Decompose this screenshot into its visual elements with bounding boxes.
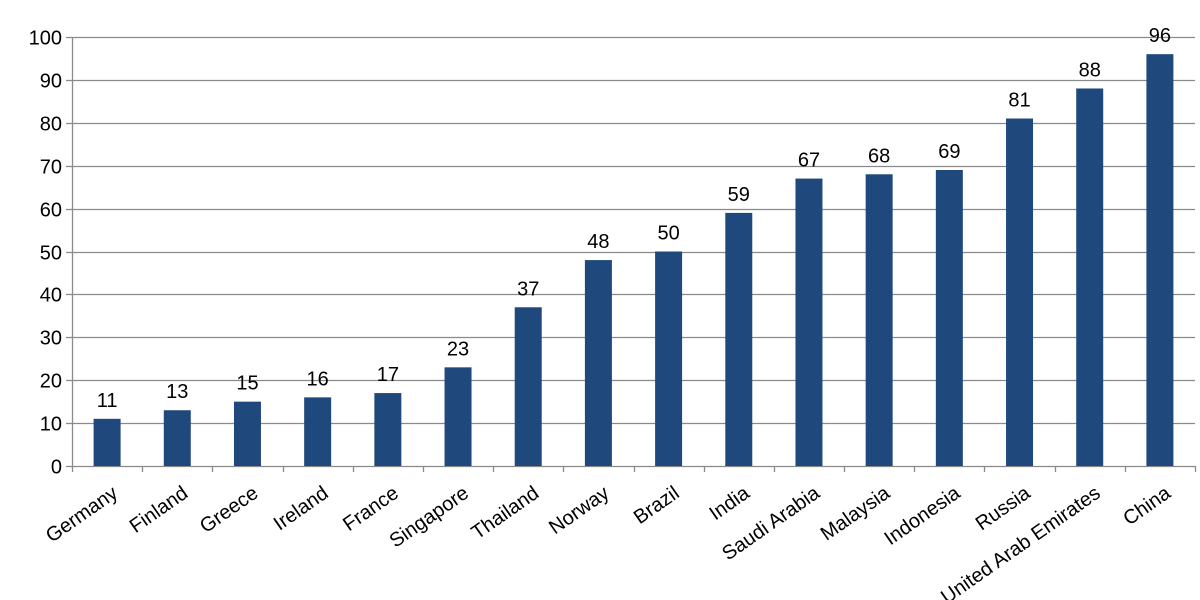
x-tick-labels: Germany Finland Greece Ireland FranceSingapo…: [42, 482, 1176, 600]
data-label: 13: [166, 381, 188, 403]
y-tick-label: 60: [40, 200, 62, 222]
bar-ireland: [304, 397, 332, 466]
data-label: 96: [1149, 25, 1171, 47]
bar-india: [725, 212, 753, 466]
bar-thailand: [514, 307, 542, 466]
data-label: 15: [236, 373, 258, 395]
y-tick-label: 70: [40, 157, 62, 179]
data-label: 59: [728, 184, 750, 206]
y-tick-label: 90: [40, 71, 62, 93]
bar-brazil: [655, 251, 683, 466]
x-tick-label: Singapore: [386, 482, 473, 552]
x-tick-label: Germany: [42, 482, 122, 547]
data-label: 81: [1008, 90, 1030, 112]
data-label: 23: [447, 338, 469, 360]
x-tick-label: Russia: [972, 482, 1035, 536]
y-tick-label: 30: [40, 328, 62, 350]
data-labels: 11 13 15 16 17 23 37 48 50 59 67 68 69 81 88 96: [97, 25, 1171, 412]
x-tick-label: China: [1119, 482, 1175, 530]
bar-russia: [1006, 118, 1034, 466]
y-tick-label: 0: [51, 457, 62, 479]
y-tick-label: 10: [40, 414, 62, 436]
bar-finland: [163, 410, 191, 466]
y-tick-label: 50: [40, 243, 62, 265]
x-tick-label: Greece: [196, 482, 262, 538]
bar-indonesia: [935, 169, 963, 467]
data-label: 68: [868, 145, 890, 167]
y-axis: 0 10 20 30 40 50 60 70 80 90 100: [29, 28, 74, 479]
bar-singapore: [444, 367, 472, 466]
data-label: 48: [587, 231, 609, 253]
data-label: 69: [938, 141, 960, 163]
x-tick-label: Finland: [126, 482, 192, 538]
bar-malaysia: [865, 174, 893, 466]
y-tick-label: 100: [29, 28, 62, 50]
data-label: 17: [377, 364, 399, 386]
x-tick-label: Ireland: [270, 482, 333, 535]
y-tick-label: 40: [40, 285, 62, 307]
bar-united-arab-emirates: [1076, 88, 1104, 466]
x-axis: [71, 465, 1197, 472]
x-tick-label: India: [705, 482, 754, 525]
x-tick-label: Indonesia: [881, 482, 965, 550]
x-tick-label: France: [339, 482, 403, 536]
bar-germany: [93, 418, 121, 466]
bar-saudi-arabia: [795, 178, 823, 466]
bars: [93, 54, 1174, 467]
data-label: 67: [798, 150, 820, 172]
bar-norway: [584, 260, 612, 466]
bar-france: [374, 393, 402, 466]
gridlines: [72, 36, 1195, 425]
data-label: 88: [1079, 59, 1101, 81]
x-tick-label: Norway: [545, 482, 613, 539]
y-tick-label: 80: [40, 114, 62, 136]
x-tick-label: Thailand: [468, 482, 543, 544]
bar-greece: [233, 401, 261, 466]
data-label: 37: [517, 278, 539, 300]
y-tick-label: 20: [40, 371, 62, 393]
data-label: 16: [307, 368, 329, 390]
x-tick-label: Brazil: [630, 482, 684, 529]
data-label: 50: [657, 223, 679, 245]
bar-china: [1146, 54, 1174, 466]
data-label: 11: [97, 390, 118, 412]
